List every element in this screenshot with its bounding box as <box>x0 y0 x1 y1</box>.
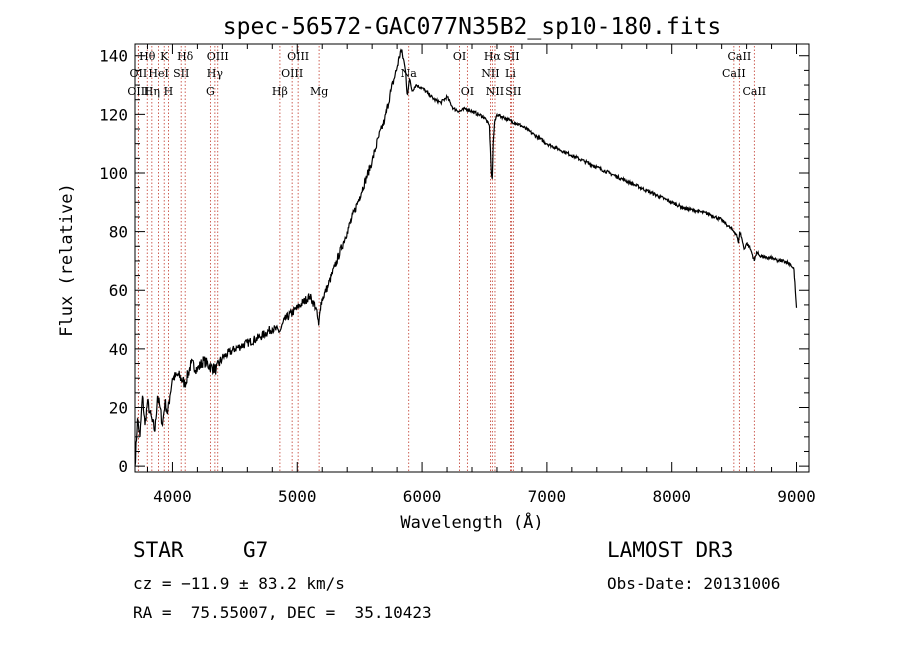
marker-label: Hη <box>144 85 160 98</box>
plot-frame <box>134 43 810 473</box>
survey-name: LAMOST DR3 <box>607 538 734 562</box>
y-axis-ticks: 0 20 40 60 80 100 120 140 <box>99 47 809 476</box>
y-tick-label: 0 <box>118 457 128 476</box>
marker-label: G <box>206 85 215 98</box>
marker-label: Hγ <box>207 67 224 80</box>
x-tick-label: 7000 <box>528 487 567 506</box>
marker-label: Hδ <box>177 50 194 63</box>
redshift-cz: cz = −11.9 ± 83.2 km/s <box>133 574 345 593</box>
marker-label: Li <box>505 67 516 80</box>
marker-label: K <box>160 50 169 63</box>
marker-label: OIII <box>127 85 149 98</box>
marker-label: SII <box>505 85 521 98</box>
marker-label: SII <box>173 67 189 80</box>
marker-label: OIII <box>287 50 309 63</box>
y-tick-label: 40 <box>109 340 128 359</box>
chart-title: spec-56572-GAC077N35B2_sp10-180.fits <box>223 14 722 40</box>
line-marker-labels: Hθ OII OIII K HeI Hη SII H Hδ OIII Hγ G OIII OIII Hβ Mg… <box>127 50 766 98</box>
marker-label: Hα <box>484 50 502 63</box>
y-tick-label: 100 <box>99 164 128 183</box>
x-tick-label: 8000 <box>652 487 691 506</box>
x-tick-label: 9000 <box>777 487 816 506</box>
marker-label: SII <box>503 50 519 63</box>
marker-label: CaII <box>742 85 766 98</box>
marker-label: OIII <box>281 67 303 80</box>
marker-label: NII <box>481 67 499 80</box>
y-tick-label: 80 <box>109 223 128 242</box>
object-class: STAR <box>133 538 184 562</box>
marker-label: NII <box>486 85 504 98</box>
x-axis-ticks: 4000 5000 6000 7000 8000 9000 <box>146 44 816 506</box>
spectrum-line <box>134 48 798 467</box>
x-tick-label: 4000 <box>153 487 192 506</box>
marker-label: OI <box>453 50 466 63</box>
marker-label: OI <box>461 85 474 98</box>
marker-label: Na <box>401 67 418 80</box>
y-tick-label: 60 <box>109 281 128 300</box>
x-axis-label: Wavelength (Å) <box>400 511 543 533</box>
obs-date: Obs-Date: 20131006 <box>607 574 781 593</box>
marker-label: H <box>164 85 174 98</box>
marker-label: CaII <box>728 50 752 63</box>
marker-label: HeI <box>148 67 168 80</box>
marker-label: CaII <box>722 67 746 80</box>
y-axis-label: Flux (relative) <box>57 183 77 337</box>
marker-label: OIII <box>207 50 229 63</box>
marker-label: Hθ <box>139 50 156 63</box>
y-tick-label: 20 <box>109 399 128 418</box>
coordinates: RA = 75.55007, DEC = 35.10423 <box>133 603 432 622</box>
y-tick-label: 120 <box>99 105 128 124</box>
line-marker-lines <box>137 46 755 472</box>
marker-label: Mg <box>310 85 328 98</box>
x-tick-label: 5000 <box>278 487 317 506</box>
marker-label: OII <box>130 67 148 80</box>
x-tick-label: 6000 <box>403 487 442 506</box>
marker-label: Hβ <box>272 85 288 98</box>
object-subclass: G7 <box>243 538 269 562</box>
y-tick-label: 140 <box>99 47 128 66</box>
